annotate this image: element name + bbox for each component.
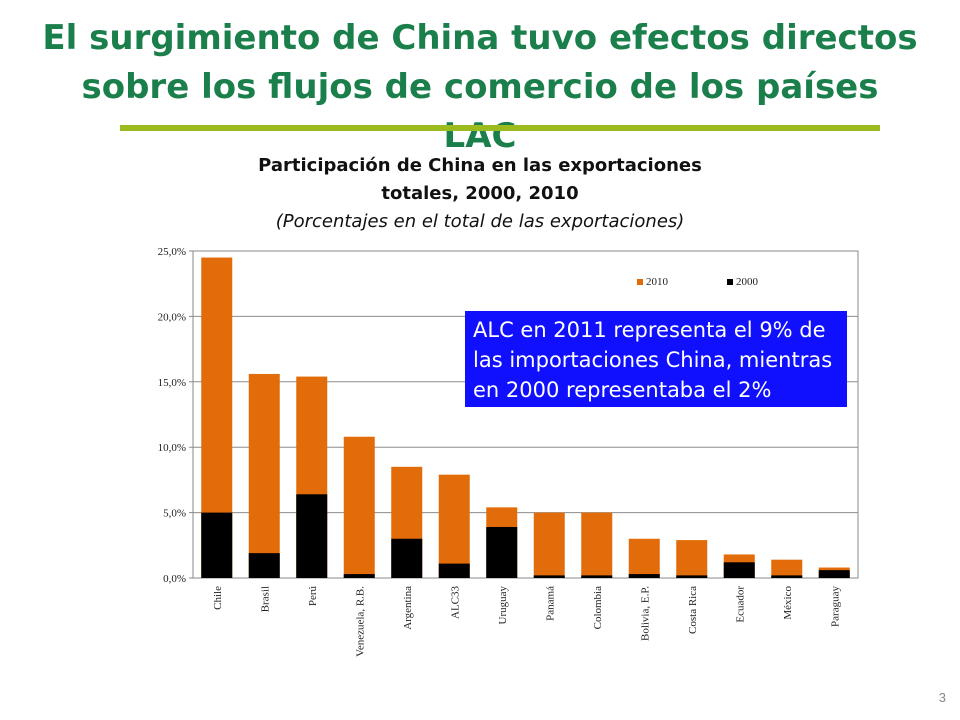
- bar-2000: [438, 563, 470, 578]
- bar-2000: [201, 512, 233, 578]
- legend-label-2000: 2000: [736, 276, 759, 288]
- slide-title-line1: El surgimiento de China tuvo efectos dir…: [42, 18, 918, 58]
- x-tick-label: Paraguay: [829, 586, 841, 627]
- x-tick-label: Uruguay: [497, 586, 509, 625]
- bar-2010: [771, 559, 803, 578]
- bar-2000: [533, 575, 565, 578]
- y-tick-label: 15,0%: [158, 377, 186, 389]
- chart-title-line2: totales, 2000, 2010: [381, 183, 579, 204]
- x-tick-label: Bolivia, E.P.: [639, 586, 651, 641]
- bar-2000: [343, 574, 375, 578]
- chart-subtitle: (Porcentajes en el total de las exportac…: [275, 211, 685, 232]
- y-tick-label: 20,0%: [158, 311, 186, 323]
- plot-area: [192, 250, 859, 579]
- x-tick-label: Ecuador: [734, 586, 746, 623]
- bar-2010: [581, 512, 613, 578]
- legend-swatch-2000: [727, 279, 733, 285]
- y-tick-label: 10,0%: [158, 442, 186, 454]
- bar-2000: [296, 494, 328, 578]
- bar-2010: [628, 538, 660, 578]
- bar-2000: [676, 575, 708, 578]
- x-tick-label: Perú: [307, 586, 319, 607]
- title-divider: [120, 125, 880, 131]
- bar-2000: [818, 570, 850, 578]
- x-tick-label: México: [782, 586, 794, 620]
- x-tick-label: Panamá: [544, 586, 556, 621]
- chart-title: Participación de China en las exportacio…: [180, 152, 780, 236]
- bar-2000: [391, 538, 423, 578]
- bar-2010: [533, 512, 565, 578]
- x-tick-label: Costa Rica: [687, 586, 699, 634]
- bar-2000: [248, 553, 280, 578]
- bar-2000: [723, 562, 755, 578]
- bar-2000: [581, 575, 613, 578]
- callout-box: ALC en 2011 representa el 9% de las impo…: [465, 311, 847, 407]
- legend-label-2010: 2010: [646, 276, 669, 288]
- slide-title: El surgimiento de China tuvo efectos dir…: [40, 14, 920, 161]
- legend-swatch-2010: [637, 279, 643, 285]
- x-tick-label: Brasil: [259, 586, 271, 612]
- y-tick-label: 5,0%: [163, 508, 186, 520]
- y-tick-label: 25,0%: [158, 246, 186, 258]
- x-tick-label: ALC33: [449, 586, 461, 620]
- y-tick-label: 0,0%: [163, 573, 186, 585]
- x-tick-label: Colombia: [592, 586, 604, 630]
- bar-2010: [438, 474, 470, 578]
- bar-2010: [676, 540, 708, 578]
- x-tick-label: Argentina: [402, 586, 414, 630]
- bar-2000: [771, 575, 803, 578]
- page-number: 3: [938, 690, 946, 705]
- slide-title-line2: sobre los flujos de comercio de los país…: [81, 67, 879, 156]
- chart-title-line1: Participación de China en las exportacio…: [258, 155, 702, 176]
- x-tick-label: Venezuela, R.B.: [354, 586, 366, 657]
- bar-2000: [486, 526, 518, 578]
- bar-2010: [248, 373, 280, 578]
- bar-2000: [628, 574, 660, 578]
- bar-2010: [343, 436, 375, 578]
- x-tick-label: Chile: [212, 586, 224, 610]
